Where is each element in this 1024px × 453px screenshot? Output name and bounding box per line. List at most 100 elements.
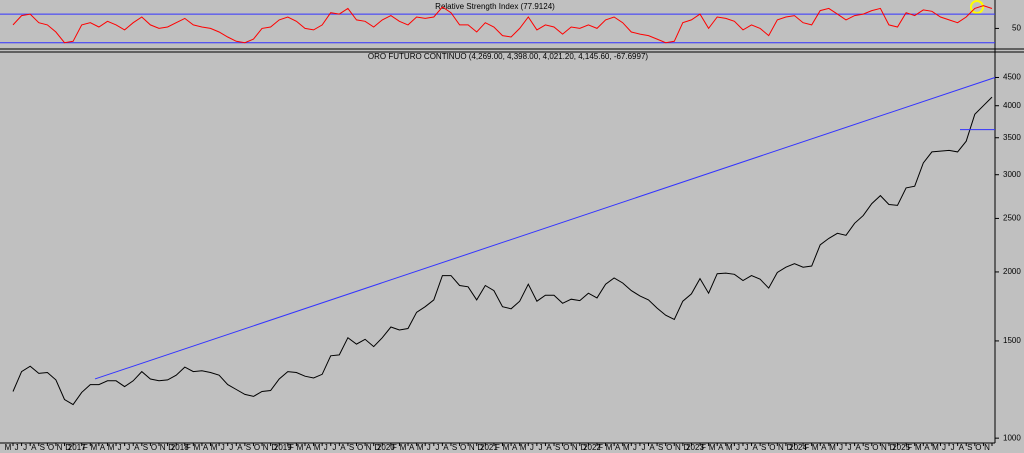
x-tick-label: 2020: [377, 443, 395, 452]
x-tick-label: J: [942, 443, 946, 452]
x-tick-label: J: [848, 443, 852, 452]
x-tick-label: A: [443, 443, 449, 452]
x-tick-label: O: [48, 443, 54, 452]
x-tick-label: A: [821, 443, 827, 452]
x-tick-label: J: [736, 443, 740, 452]
cursor-marker: [970, 0, 984, 14]
x-tick-label: S: [864, 443, 869, 452]
x-tick-label: D: [890, 443, 896, 452]
x-tick-label: S: [143, 443, 148, 452]
x-tick-label: D: [580, 443, 586, 452]
x-tick-label: N: [778, 443, 784, 452]
x-tick-label: A: [340, 443, 346, 452]
x-tick-label: A: [512, 443, 518, 452]
x-tick-label: J: [324, 443, 328, 452]
x-tick-label: M: [400, 443, 407, 452]
x-tick-label: N: [366, 443, 372, 452]
x-tick-label: O: [975, 443, 981, 452]
x-tick-label: A: [959, 443, 965, 452]
x-tick-label: F: [804, 443, 809, 452]
x-tick-label: M: [91, 443, 98, 452]
x-tick-label: M: [606, 443, 613, 452]
x-tick-label: J: [951, 443, 955, 452]
x-tick-label: A: [856, 443, 862, 452]
x-tick-label: N: [984, 443, 990, 452]
x-tick-label: A: [100, 443, 106, 452]
y-tick-label: 4000: [1003, 101, 1021, 110]
x-tick-label: J: [641, 443, 645, 452]
x-tick-label: D: [271, 443, 277, 452]
x-tick-label: D: [168, 443, 174, 452]
x-tick-label: J: [633, 443, 637, 452]
x-tick-label: J: [126, 443, 130, 452]
x-tick-label: N: [675, 443, 681, 452]
x-tick-label: M: [503, 443, 510, 452]
x-tick-label: M: [297, 443, 304, 452]
x-tick-label: O: [460, 443, 466, 452]
x-tick-label: F: [83, 443, 88, 452]
x-tick-label: M: [709, 443, 716, 452]
x-tick-label: A: [649, 443, 655, 452]
x-tick-label: N: [263, 443, 269, 452]
x-tick-label: N: [57, 443, 63, 452]
y-tick-label: 4500: [1003, 73, 1021, 82]
y-tick-label: 2500: [1003, 214, 1021, 223]
x-tick-label: S: [349, 443, 354, 452]
x-tick-label: N: [572, 443, 578, 452]
x-tick-label: S: [40, 443, 45, 452]
x-tick-label: A: [409, 443, 415, 452]
x-tick-label: J: [332, 443, 336, 452]
x-tick-label: S: [761, 443, 766, 452]
x-tick-label: M: [829, 443, 836, 452]
x-tick-label: 2025: [892, 443, 910, 452]
x-tick-label: N: [160, 443, 166, 452]
x-tick-label: 2021: [480, 443, 498, 452]
y-tick-label: 2000: [1003, 267, 1021, 276]
x-tick-label: D: [65, 443, 71, 452]
x-tick-label: D: [374, 443, 380, 452]
x-tick-label: N: [881, 443, 887, 452]
x-tick-label: S: [452, 443, 457, 452]
x-tick-label: S: [246, 443, 251, 452]
x-tick-label: M: [211, 443, 218, 452]
x-tick-label: A: [134, 443, 140, 452]
x-tick-label: O: [357, 443, 363, 452]
x-tick-label: O: [254, 443, 260, 452]
y-tick-label: 3000: [1003, 170, 1021, 179]
x-tick-label: 2019: [274, 443, 292, 452]
x-tick-label: M: [417, 443, 424, 452]
x-tick-label: A: [306, 443, 312, 452]
x-tick-label: J: [118, 443, 122, 452]
price-line: [12, 96, 993, 406]
x-tick-label: D: [684, 443, 690, 452]
x-tick-label: D: [477, 443, 483, 452]
x-tick-label: A: [924, 443, 930, 452]
x-tick-label: 2018: [171, 443, 189, 452]
x-tick-label: F: [186, 443, 191, 452]
x-tick-label: F: [495, 443, 500, 452]
x-tick-label: A: [718, 443, 724, 452]
x-tick-label: O: [563, 443, 569, 452]
x-tick-label: 2023: [686, 443, 704, 452]
x-tick-label: F: [701, 443, 706, 452]
x-tick-label: O: [769, 443, 775, 452]
x-tick-label: M: [5, 443, 12, 452]
x-tick-label: 2017: [68, 443, 86, 452]
rsi-line: [12, 5, 993, 44]
x-tick-label: J: [15, 443, 19, 452]
x-tick-label: S: [555, 443, 560, 452]
x-tick-label: O: [872, 443, 878, 452]
x-tick-label: A: [203, 443, 209, 452]
x-tick-label: J: [435, 443, 439, 452]
y-tick-label: 1500: [1003, 336, 1021, 345]
x-tick-label: 2022: [583, 443, 601, 452]
x-tick-label: A: [615, 443, 621, 452]
x-tick-label: J: [839, 443, 843, 452]
x-tick-label: J: [530, 443, 534, 452]
x-tick-label: A: [752, 443, 758, 452]
x-tick-label: M: [108, 443, 115, 452]
x-tick-label: M: [932, 443, 939, 452]
